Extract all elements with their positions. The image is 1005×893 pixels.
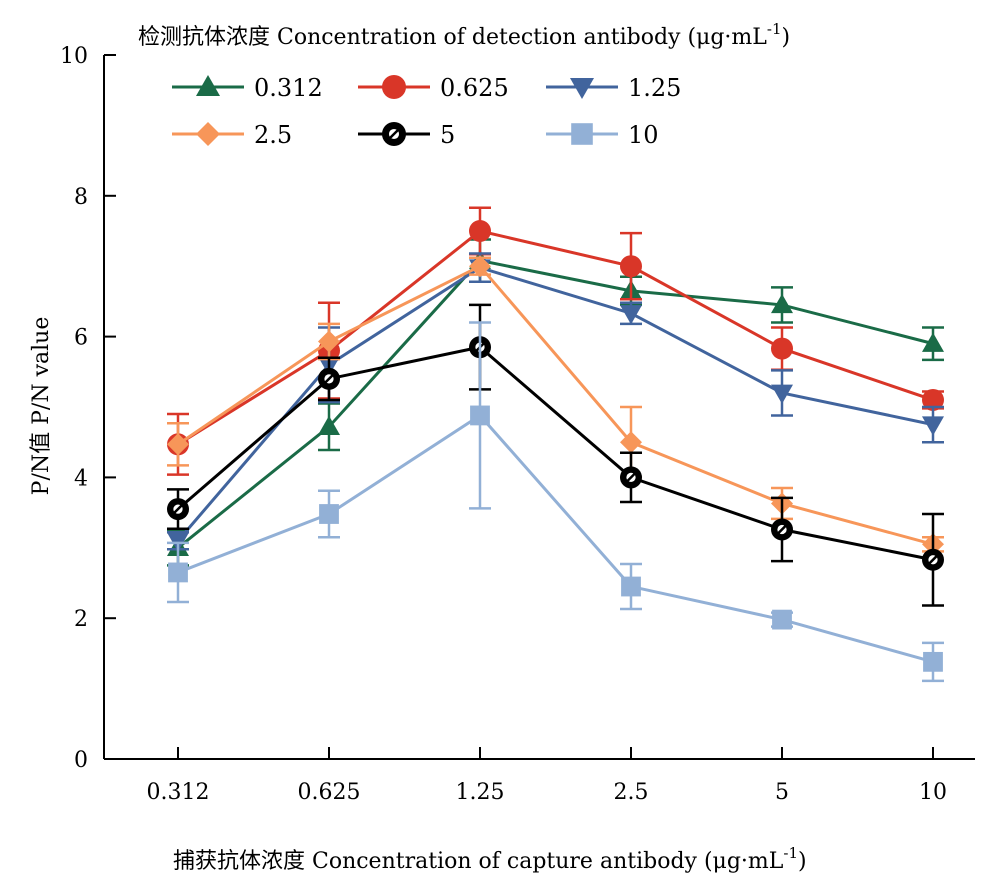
x-axis-title-text: 捕获抗体浓度 Concentration of capture antibody… — [173, 849, 784, 874]
x-tick-label: 0.312 — [147, 780, 210, 805]
series-line — [176, 265, 934, 542]
legend-item-0.625: 0.625 — [358, 74, 509, 102]
legend-marker — [570, 78, 594, 99]
data-point — [620, 305, 642, 325]
y-tick-label: 6 — [74, 326, 88, 351]
legend-item-1.25: 1.25 — [546, 74, 681, 102]
data-point — [621, 576, 641, 597]
data-point — [470, 405, 490, 426]
series-10 — [167, 321, 944, 683]
legend-item-2.5: 2.5 — [172, 121, 292, 149]
x-axis-title-superscript: -1 — [783, 844, 798, 862]
series-line — [177, 345, 934, 562]
marker-ring-slash — [387, 127, 401, 141]
series-line — [177, 229, 934, 446]
x-axis-title-tail: ) — [798, 849, 807, 874]
series-0.625 — [167, 206, 944, 476]
legend-label: 0.312 — [254, 74, 323, 102]
data-point — [620, 255, 642, 278]
x-tick-label: 10 — [919, 780, 947, 805]
series-line — [177, 264, 934, 546]
series-line — [177, 413, 934, 664]
chart-title-superscript: -1 — [767, 20, 782, 38]
data-point — [620, 466, 642, 489]
x-tick-label: 0.625 — [298, 780, 361, 805]
legend-label: 2.5 — [254, 121, 292, 149]
data-point — [922, 388, 944, 411]
legend-marker — [196, 75, 220, 96]
data-point — [922, 332, 944, 352]
legend-item-0.312: 0.312 — [172, 74, 323, 102]
data-point — [620, 431, 642, 454]
legend-label: 1.25 — [628, 74, 681, 102]
marker-ring-slash — [927, 553, 939, 566]
data-point — [771, 384, 793, 404]
legend-item-10: 10 — [546, 121, 659, 149]
data-point — [922, 548, 944, 571]
data-point — [168, 562, 188, 583]
marker-ring-slash — [625, 471, 637, 484]
data-point — [469, 336, 491, 359]
y-tick-label: 10 — [60, 44, 88, 69]
data-point — [922, 416, 944, 436]
y-tick-label: 2 — [74, 607, 88, 632]
plot-area — [167, 206, 944, 683]
data-point — [772, 609, 792, 630]
data-point — [771, 293, 793, 314]
marker-ring-slash — [776, 523, 788, 536]
data-point — [319, 504, 339, 524]
x-tick-label: 1.25 — [456, 780, 505, 805]
chart-title-tail: ) — [782, 25, 791, 50]
data-point — [771, 518, 793, 541]
series-line — [177, 258, 934, 549]
y-tick-label: 8 — [74, 185, 88, 210]
axes — [103, 55, 975, 760]
data-point — [167, 498, 189, 521]
data-point — [469, 220, 491, 242]
legend: 0.312 0.625 1.25 2.5 5 10 — [172, 74, 681, 149]
data-point — [167, 433, 189, 456]
x-tick-label: 2.5 — [614, 780, 649, 805]
legend-label: 10 — [628, 121, 659, 149]
x-tick-label: 5 — [775, 780, 789, 805]
y-ticks: 0 2 4 6 8 10 — [60, 44, 116, 773]
legend-item-5: 5 — [358, 121, 455, 149]
chart-title: 检测抗体浓度 Concentration of detection antibo… — [138, 20, 790, 50]
chart-title-text: 检测抗体浓度 Concentration of detection antibo… — [138, 25, 767, 50]
legend-label: 0.625 — [440, 74, 509, 102]
data-point — [318, 330, 340, 353]
legend-marker — [571, 123, 593, 145]
data-point — [318, 415, 340, 435]
marker-ring-slash — [323, 373, 335, 385]
data-point — [923, 651, 943, 672]
x-axis-title: 捕获抗体浓度 Concentration of capture antibody… — [173, 844, 807, 874]
legend-marker — [382, 75, 406, 99]
data-point — [771, 337, 793, 360]
x-ticks: 0.312 0.625 1.25 2.5 5 10 — [147, 747, 947, 805]
y-tick-label: 4 — [74, 466, 88, 491]
legend-label: 5 — [440, 121, 455, 149]
data-point — [318, 367, 340, 390]
legend-marker — [382, 122, 406, 146]
marker-ring-slash — [172, 503, 184, 515]
data-point — [469, 255, 491, 278]
series-2.5 — [167, 255, 944, 556]
y-axis-title: P/N值 P/N value — [29, 317, 54, 496]
series-1.25 — [167, 252, 944, 552]
y-tick-label: 0 — [74, 748, 88, 773]
series-5 — [167, 303, 944, 607]
legend-marker — [196, 122, 220, 146]
